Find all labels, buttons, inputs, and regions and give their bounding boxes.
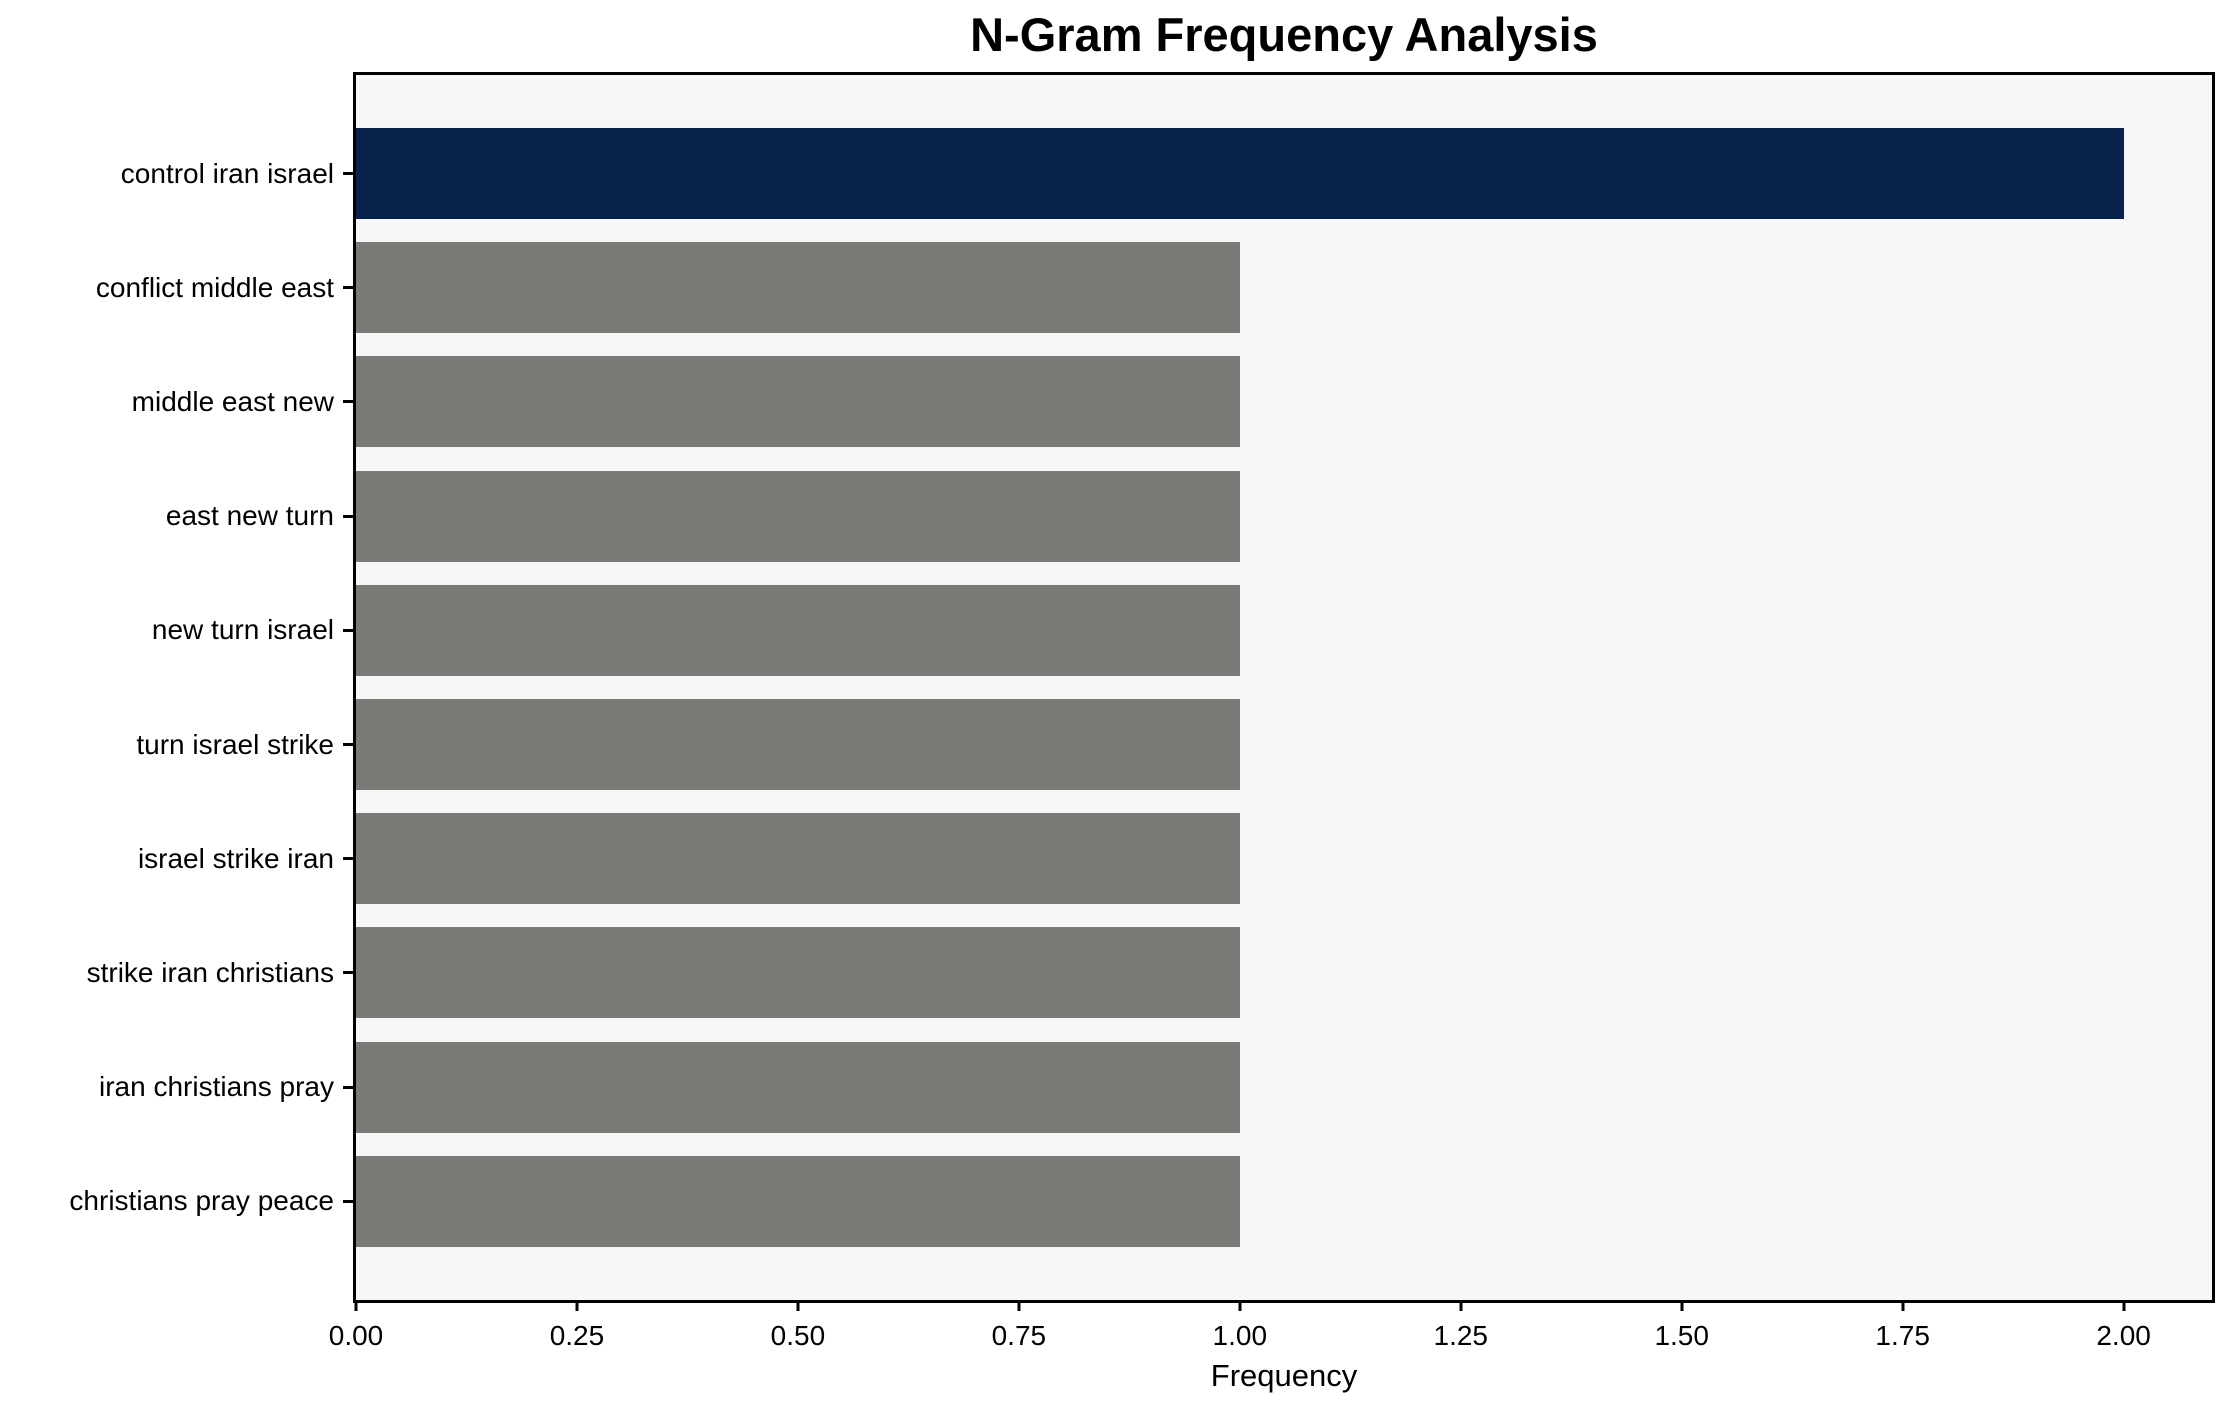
- x-tick-mark: [1901, 1300, 1905, 1311]
- x-tick-mark: [575, 1300, 579, 1311]
- bar: [356, 128, 2124, 219]
- y-tick-mark: [343, 628, 353, 632]
- x-tick-mark: [1459, 1300, 1463, 1311]
- x-tick-label: 1.75: [1875, 1320, 1930, 1351]
- x-tick-label: 1.25: [1433, 1320, 1489, 1351]
- y-tick-mark: [343, 971, 353, 975]
- y-tick-label: iran christians pray: [99, 1071, 334, 1103]
- x-axis-label: Frequency: [1210, 1358, 1358, 1393]
- x-tick-label: 2.00: [2096, 1320, 2151, 1351]
- x-tick-label: 1.00: [1212, 1320, 1268, 1351]
- bar: [356, 356, 1240, 448]
- bar: [356, 1041, 1240, 1133]
- x-tick-label: 1.50: [1654, 1320, 1709, 1351]
- plot-area: N-Gram Frequency Analysis control iran i…: [69, 8, 2215, 1393]
- bar: [356, 470, 1240, 562]
- x-tick-mark: [1017, 1300, 1021, 1311]
- y-tick-mark: [343, 400, 353, 404]
- y-tick-label: strike iran christians: [86, 956, 334, 988]
- x-tick-mark: [1238, 1300, 1242, 1311]
- bar: [356, 699, 1240, 790]
- y-tick-label: middle east new: [131, 385, 334, 417]
- x-tick-mark: [2122, 1300, 2126, 1311]
- y-tick-label: christians pray peace: [69, 1185, 334, 1217]
- y-tick-label: turn israel strike: [136, 728, 334, 760]
- y-tick-mark: [343, 172, 353, 175]
- y-tick-label: israel strike iran: [137, 842, 334, 874]
- y-tick-mark: [343, 743, 353, 746]
- y-tick-mark: [343, 286, 353, 290]
- bar: [356, 1155, 1240, 1247]
- y-tick-label: east new turn: [165, 500, 334, 532]
- y-tick-mark: [343, 1085, 353, 1089]
- x-tick-mark: [354, 1300, 358, 1311]
- x-tick-label: 0.50: [770, 1320, 826, 1351]
- chart-title: N-Gram Frequency Analysis: [970, 8, 1598, 61]
- y-tick-label: control iran israel: [120, 157, 334, 189]
- y-tick-mark: [343, 514, 353, 518]
- y-tick-mark: [343, 1199, 353, 1203]
- bar: [356, 242, 1240, 334]
- x-tick-label: 0.00: [328, 1320, 384, 1351]
- bar: [356, 927, 1240, 1019]
- x-tick-label: 0.25: [549, 1320, 605, 1351]
- y-tick-mark: [343, 857, 353, 861]
- x-tick-label: 0.75: [991, 1320, 1047, 1351]
- bar: [356, 584, 1240, 676]
- x-tick-mark: [1680, 1300, 1684, 1311]
- y-tick-label: new turn israel: [151, 614, 334, 646]
- x-tick-mark: [796, 1300, 800, 1311]
- bar: [356, 813, 1240, 905]
- y-tick-label: conflict middle east: [95, 271, 334, 303]
